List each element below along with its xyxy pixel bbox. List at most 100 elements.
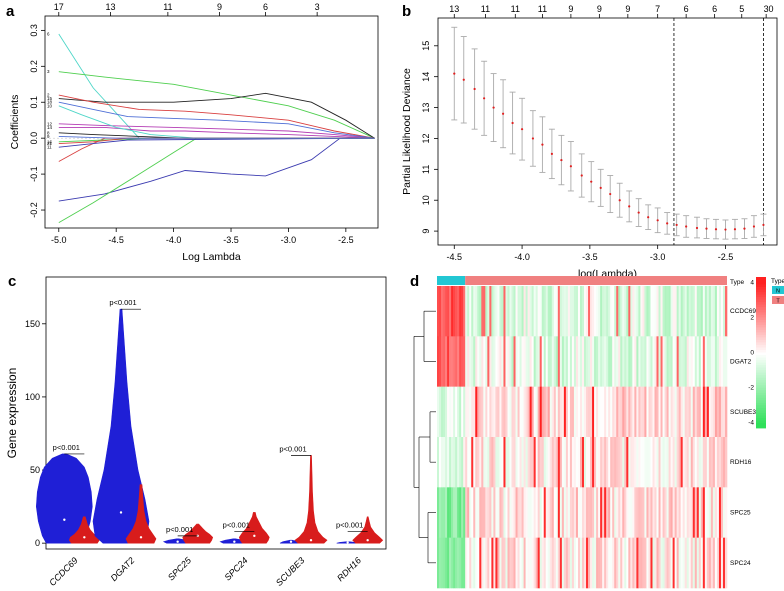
- heatmap-cell: [473, 537, 476, 589]
- heatmap-cell: [529, 537, 532, 589]
- heatmap-cell: [461, 537, 464, 589]
- heatmap-cell: [481, 336, 484, 387]
- heatmap-cell: [604, 286, 607, 337]
- heatmap-cell: [525, 437, 528, 488]
- colorbar-segment: [756, 392, 766, 396]
- heatmap-cell: [553, 336, 557, 387]
- violin-tumor: [352, 516, 384, 544]
- heatmap-cell: [443, 386, 446, 438]
- heatmap-cell: [720, 386, 724, 438]
- heatmap-cell: [720, 437, 724, 488]
- heatmap-cell: [513, 437, 516, 488]
- heatmap-cell: [575, 487, 579, 538]
- heatmap-cell: [598, 487, 601, 538]
- heatmap-cell: [684, 437, 688, 488]
- heatmap-cell: [598, 386, 601, 438]
- heatmap-cell: [439, 437, 442, 488]
- heatmap-cell: [543, 286, 547, 337]
- top-tick-label: 9: [217, 2, 222, 12]
- heatmap-cell: [525, 286, 528, 337]
- heatmap-cell: [598, 437, 601, 488]
- heatmap-cell: [559, 386, 563, 438]
- heatmap-cell: [714, 336, 718, 387]
- heatmap-cell: [666, 286, 669, 337]
- heatmap-cell: [517, 336, 520, 387]
- heatmap-cell: [505, 537, 508, 589]
- heatmap-cell: [678, 336, 681, 387]
- heatmap-cell: [664, 487, 667, 538]
- heatmap-cell: [481, 386, 484, 438]
- heatmap-cell: [590, 537, 593, 589]
- heatmap-cell: [614, 487, 617, 538]
- deviance-point: [752, 225, 756, 228]
- heatmap-cell: [630, 286, 633, 337]
- colorbar-segment: [756, 380, 766, 384]
- heatmap-cell: [487, 487, 490, 538]
- annotation-bar-tumor: [465, 276, 727, 285]
- heatmap-cell: [549, 437, 553, 488]
- heatmap-cell: [557, 487, 561, 538]
- heatmap-cell: [596, 437, 599, 488]
- median-dot-normal: [119, 511, 123, 514]
- heatmap-cell: [455, 487, 458, 538]
- heatmap-cell: [561, 487, 565, 538]
- heatmap-cell: [545, 386, 549, 438]
- heatmap-cell: [539, 336, 543, 387]
- heatmap-cell: [638, 537, 641, 589]
- heatmap-cell: [636, 336, 639, 387]
- heatmap-cell: [642, 286, 645, 337]
- heatmap-cell: [483, 386, 486, 438]
- colorbar-segment: [756, 387, 766, 391]
- heatmap-cell: [680, 487, 683, 538]
- heatmap-cell: [547, 386, 551, 438]
- heatmap-cell: [493, 286, 496, 337]
- heatmap-cell: [529, 487, 532, 538]
- heatmap-cell: [515, 286, 518, 337]
- heatmap-cell: [720, 537, 724, 589]
- heatmap-cell: [489, 286, 492, 337]
- heatmap-cell: [567, 286, 571, 337]
- heatmap-cell: [501, 286, 504, 337]
- deviance-point: [580, 174, 583, 177]
- colorbar-segment: [756, 349, 766, 353]
- heatmap-cell: [598, 336, 601, 387]
- colorbar-segment: [756, 365, 766, 368]
- heatmap-cell: [592, 386, 595, 438]
- heatmap-cell: [628, 487, 631, 538]
- heatmap-cell: [686, 487, 690, 538]
- heatmap-cell: [692, 386, 696, 438]
- heatmap-cell: [678, 537, 681, 589]
- deviance-point: [569, 165, 572, 168]
- heatmap-cell: [712, 336, 716, 387]
- y-tick-label: 0.1: [29, 96, 39, 109]
- y-tick-label: 150: [25, 319, 40, 329]
- y-tick-label: 0.2: [29, 60, 39, 73]
- legend-swatch-tumor: [772, 296, 784, 304]
- heatmap-cell: [590, 286, 593, 337]
- heatmap-cell: [523, 286, 526, 337]
- median-dot-normal: [289, 540, 293, 543]
- heatmap-cell: [716, 537, 720, 589]
- heatmap-cell: [453, 537, 456, 589]
- heatmap-cell: [447, 487, 450, 538]
- heatmap-cell: [517, 487, 520, 538]
- heatmap-cell: [469, 487, 472, 538]
- heatmap-cell: [582, 386, 585, 438]
- colorbar-segment: [756, 367, 766, 371]
- heatmap-cell: [551, 286, 555, 337]
- colorbar-segment: [756, 289, 766, 293]
- heatmap-cell: [684, 336, 688, 387]
- heatmap-cell: [441, 537, 444, 589]
- heatmap-cell: [616, 286, 619, 337]
- colorbar-segment: [756, 360, 766, 363]
- heatmap-cell: [461, 336, 464, 387]
- heatmap-cell: [447, 437, 450, 488]
- heatmap-cell: [531, 336, 534, 387]
- heatmap-cell: [535, 487, 538, 538]
- heatmap-cell: [491, 537, 494, 589]
- annotation-title: Type: [730, 279, 744, 286]
- heatmap-cell: [662, 487, 665, 538]
- heatmap-cell: [628, 386, 631, 438]
- heatmap-cell: [521, 487, 524, 538]
- heatmap-cell: [648, 487, 651, 538]
